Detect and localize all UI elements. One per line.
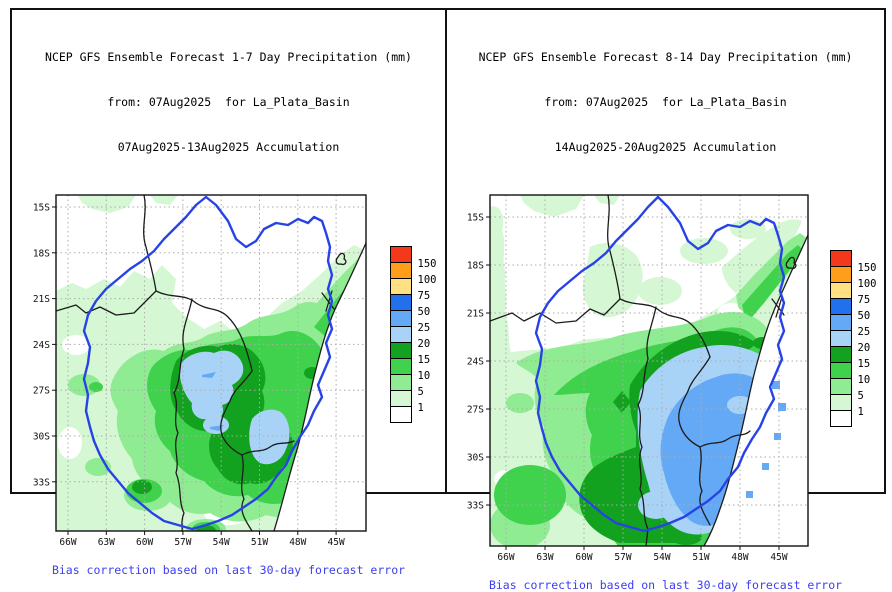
axis-tick-label: 27S bbox=[32, 386, 49, 397]
axis-tick-label: 51W bbox=[250, 537, 267, 548]
legend-label: 15 bbox=[417, 354, 431, 366]
legend-cell bbox=[829, 410, 852, 427]
legend-label: 50 bbox=[857, 310, 871, 322]
legend-cell bbox=[829, 282, 852, 299]
legend-cell bbox=[389, 278, 412, 295]
panel1-title-line3: 07Aug2025-13Aug2025 Accumulation bbox=[117, 140, 340, 154]
legend-label: 1 bbox=[417, 402, 424, 414]
legend-label: 75 bbox=[857, 294, 871, 306]
legend-label: 50 bbox=[417, 306, 431, 318]
axis-tick-label: 21S bbox=[32, 294, 49, 305]
legend-cell bbox=[829, 250, 852, 267]
precip-fill-layers-week1 bbox=[55, 195, 366, 531]
axis-tick-label: 54W bbox=[212, 537, 229, 548]
precip-map-week2: 15S 18S 21S 24S 27S 30S 33S 66W 63W 60W 57W 54W 51W… bbox=[466, 194, 809, 563]
figure-canvas: NCEP GFS Ensemble Forecast 1-7 Day Preci… bbox=[10, 8, 886, 592]
axis-tick-label: 15S bbox=[466, 213, 483, 224]
axis-tick-label: 18S bbox=[466, 261, 483, 272]
axis-tick-label: 60W bbox=[136, 537, 153, 548]
axis-tick-label: 66W bbox=[497, 552, 514, 563]
panel1-title-line1: NCEP GFS Ensemble Forecast 1-7 Day Preci… bbox=[45, 50, 412, 64]
legend-cell bbox=[829, 362, 852, 379]
island-glyph bbox=[785, 256, 797, 270]
legend-label: 10 bbox=[857, 374, 871, 386]
axis-tick-label: 57W bbox=[174, 537, 191, 548]
legend-label: 150 bbox=[417, 258, 437, 270]
legend-label: 25 bbox=[417, 322, 431, 334]
panel2-title-block: NCEP GFS Ensemble Forecast 8-14 Day Prec… bbox=[479, 20, 853, 185]
legend-label: 100 bbox=[417, 274, 437, 286]
axis-tick-label: 27S bbox=[466, 405, 483, 416]
axis-tick-label: 33S bbox=[32, 477, 49, 488]
panel2-title-line1: NCEP GFS Ensemble Forecast 8-14 Day Prec… bbox=[478, 50, 853, 64]
legend-label: 100 bbox=[857, 278, 877, 290]
basin-boundary-week2 bbox=[534, 195, 785, 533]
axis-tick-label: 24S bbox=[32, 340, 49, 351]
axis-tick-label: 51W bbox=[692, 552, 709, 563]
legend-cell bbox=[829, 298, 852, 315]
axis-tick-label: 48W bbox=[731, 552, 748, 563]
legend-cell bbox=[829, 394, 852, 411]
legend-label: 150 bbox=[857, 262, 877, 274]
axis-tick-label: 45W bbox=[327, 537, 344, 548]
axis-tick-label: 21S bbox=[466, 309, 483, 320]
legend-cell bbox=[389, 294, 412, 311]
panel2-map-row: 15S 18S 21S 24S 27S 30S 33S 66W 63W 60W 57W 54W 51W… bbox=[444, 189, 888, 570]
axis-tick-label: 18S bbox=[32, 248, 49, 259]
basin-boundary-week1 bbox=[82, 195, 333, 531]
axis-tick-label: 48W bbox=[289, 537, 306, 548]
island-glyph bbox=[335, 252, 347, 266]
legend-cell bbox=[389, 326, 412, 343]
legend-cell bbox=[389, 262, 412, 279]
axis-tick-label: 63W bbox=[536, 552, 553, 563]
panel1-map-row: 15S 18S 21S 24S 27S 30S 33S 66W 63W 60W 57W 54W 51W… bbox=[10, 189, 448, 555]
axis-tick-label: 15S bbox=[32, 203, 49, 214]
legend-cell bbox=[389, 374, 412, 391]
legend-cell bbox=[829, 266, 852, 283]
legend-cell bbox=[389, 310, 412, 327]
panel-week2: NCEP GFS Ensemble Forecast 8-14 Day Prec… bbox=[445, 8, 886, 592]
axis-tick-label: 30S bbox=[466, 453, 483, 464]
axis-tick-label: 63W bbox=[97, 537, 114, 548]
panel2-title-line3: 14Aug2025-20Aug2025 Accumulation bbox=[554, 140, 777, 154]
legend-cell bbox=[389, 390, 412, 407]
legend-cell bbox=[389, 342, 412, 359]
legend-label: 20 bbox=[857, 342, 871, 354]
legend-label: 5 bbox=[417, 386, 424, 398]
legend-cell bbox=[829, 346, 852, 363]
legend-label: 25 bbox=[857, 326, 871, 338]
color-legend-week1: 150 100 75 50 25 20 15 10 5 1 bbox=[389, 246, 448, 423]
panel1-title-line2: from: 07Aug2025 for La_Plata_Basin bbox=[107, 95, 350, 109]
legend-cell bbox=[829, 314, 852, 331]
axis-tick-label: 30S bbox=[32, 432, 49, 443]
precip-map-week1: 15S 18S 21S 24S 27S 30S 33S 66W 63W 60W 57W 54W 51W… bbox=[32, 194, 367, 548]
axis-tick-label: 45W bbox=[770, 552, 787, 563]
axis-tick-label: 60W bbox=[575, 552, 592, 563]
axis-tick-label: 24S bbox=[466, 357, 483, 368]
legend-label: 15 bbox=[857, 358, 871, 370]
legend-cell bbox=[829, 330, 852, 347]
legend-cell bbox=[389, 246, 412, 263]
legend-label: 5 bbox=[857, 390, 864, 402]
panel2-caption: Bias correction based on last 30-day for… bbox=[488, 578, 843, 592]
color-legend-week2: 150 100 75 50 25 20 15 10 5 1 bbox=[829, 250, 888, 427]
legend-label: 1 bbox=[857, 406, 864, 418]
panel1-title-block: NCEP GFS Ensemble Forecast 1-7 Day Preci… bbox=[45, 20, 412, 185]
axis-tick-label: 54W bbox=[653, 552, 670, 563]
panel1-caption: Bias correction based on last 30-day for… bbox=[51, 563, 406, 577]
precip-fill-layers-week2 bbox=[489, 195, 808, 546]
legend-label: 20 bbox=[417, 338, 431, 350]
legend-cell bbox=[389, 358, 412, 375]
legend-cell bbox=[389, 406, 412, 423]
legend-label: 75 bbox=[417, 290, 431, 302]
panel-week1: NCEP GFS Ensemble Forecast 1-7 Day Preci… bbox=[10, 8, 447, 577]
panel2-title-line2: from: 07Aug2025 for La_Plata_Basin bbox=[544, 95, 787, 109]
legend-cell bbox=[829, 378, 852, 395]
axis-tick-label: 57W bbox=[614, 552, 631, 563]
coastal-blue-cells bbox=[745, 381, 786, 498]
legend-label: 10 bbox=[417, 370, 431, 382]
axis-tick-label: 33S bbox=[466, 501, 483, 512]
axis-tick-label: 66W bbox=[59, 537, 76, 548]
